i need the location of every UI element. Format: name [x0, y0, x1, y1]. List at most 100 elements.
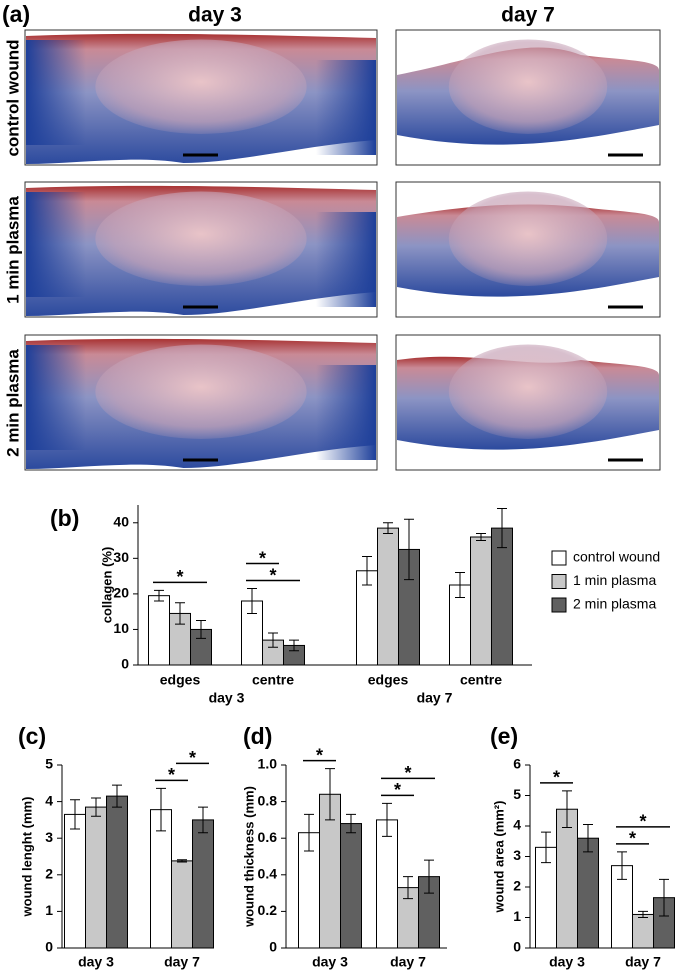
legend-swatch — [551, 574, 567, 589]
y-tick-label: 0.4 — [258, 866, 278, 882]
y-tick-label: 1.0 — [258, 756, 278, 772]
bar — [64, 813, 86, 949]
error-bar — [154, 589, 164, 602]
panel-label: (e) — [490, 723, 518, 749]
y-tick-label: 0.2 — [258, 902, 278, 918]
y-tick-label: 1 — [513, 908, 521, 924]
significance-star: * — [394, 780, 401, 800]
panel-label: (a) — [2, 1, 30, 27]
wound-region — [448, 344, 608, 439]
y-tick-label: 3 — [513, 847, 521, 863]
y-tick-label: 0.8 — [258, 792, 278, 808]
error-bar — [362, 556, 372, 586]
bar — [106, 795, 128, 949]
row-label: 2 min plasma — [3, 349, 22, 457]
y-tick-label: 0 — [45, 939, 53, 955]
wound-region — [448, 39, 608, 134]
dermis-left — [26, 345, 86, 450]
bar — [491, 527, 513, 666]
bar — [192, 819, 214, 949]
row-label: control wound — [3, 39, 22, 156]
y-tick-label: 2 — [45, 866, 53, 882]
x-tick-label: centre — [252, 672, 294, 688]
bar — [470, 536, 492, 666]
dermis-right — [316, 365, 376, 460]
x-tick-label: edges — [368, 672, 409, 688]
legend-label: 1 min plasma — [573, 572, 656, 588]
error-bar — [175, 602, 185, 625]
y-tick-label: 5 — [513, 786, 521, 802]
bar — [148, 595, 170, 666]
significance-star: * — [629, 829, 636, 849]
wound-region — [95, 344, 307, 439]
error-bar — [289, 639, 299, 652]
error-bar — [403, 876, 413, 900]
y-tick-label: 4 — [45, 792, 53, 808]
significance-star: * — [189, 748, 196, 768]
x-tick-label: day 7 — [164, 954, 200, 970]
error-bar — [91, 797, 101, 817]
group-label: day 3 — [209, 690, 245, 706]
panel-label: (d) — [243, 723, 272, 749]
error-bar — [476, 532, 486, 542]
significance-star: * — [553, 768, 560, 788]
error-bar — [383, 522, 393, 534]
y-axis-label: wound thickness (mm) — [241, 786, 256, 928]
y-tick-label: 1 — [45, 902, 53, 918]
bar — [376, 819, 398, 949]
x-tick-label: day 7 — [625, 954, 661, 970]
y-tick-label: 0 — [269, 939, 277, 955]
error-bar — [196, 620, 206, 639]
y-tick-label: 40 — [113, 513, 129, 529]
error-bar — [177, 859, 187, 863]
dermis-right — [316, 212, 376, 307]
error-bar — [617, 851, 627, 880]
y-tick-label: 0.6 — [258, 829, 278, 845]
significance-star: * — [176, 567, 183, 587]
bar — [340, 823, 362, 949]
column-header: day 7 — [501, 4, 555, 27]
significance-star: * — [316, 745, 323, 765]
y-tick-label: 3 — [45, 829, 53, 845]
bar — [556, 808, 578, 949]
significance-star: * — [269, 565, 276, 585]
y-tick-label: 5 — [45, 756, 53, 772]
y-tick-label: 4 — [513, 817, 521, 833]
legend-label: 2 min plasma — [573, 596, 656, 612]
wound-region — [95, 191, 307, 286]
bar — [577, 837, 599, 949]
error-bar — [198, 806, 208, 834]
significance-star: * — [259, 548, 266, 568]
y-tick-label: 2 — [513, 878, 521, 894]
significance-star: * — [404, 763, 411, 783]
significance-star: * — [639, 812, 646, 832]
error-bar — [247, 588, 257, 614]
dermis-left — [26, 40, 86, 145]
error-bar — [404, 518, 414, 581]
error-bar — [156, 787, 166, 832]
bar — [632, 913, 654, 949]
error-bar — [382, 802, 392, 837]
dermis-right — [316, 60, 376, 155]
error-bar — [541, 831, 551, 864]
error-bar — [112, 784, 122, 808]
bar — [377, 527, 399, 666]
group-label: day 7 — [417, 690, 453, 706]
y-tick-label: 0 — [121, 656, 129, 672]
x-tick-label: edges — [160, 672, 201, 688]
bar — [85, 806, 107, 949]
x-tick-label: centre — [460, 672, 502, 688]
y-tick-label: 30 — [113, 549, 129, 565]
error-bar — [268, 632, 278, 648]
error-bar — [638, 910, 648, 918]
x-tick-label: day 3 — [549, 954, 585, 970]
dermis-left — [26, 192, 86, 297]
legend-label: control wound — [573, 549, 660, 565]
significance-star: * — [168, 765, 175, 785]
error-bar — [455, 572, 465, 598]
error-bar — [562, 790, 572, 829]
wound-region — [95, 39, 307, 134]
legend-swatch — [551, 597, 567, 613]
error-bar — [304, 813, 314, 852]
